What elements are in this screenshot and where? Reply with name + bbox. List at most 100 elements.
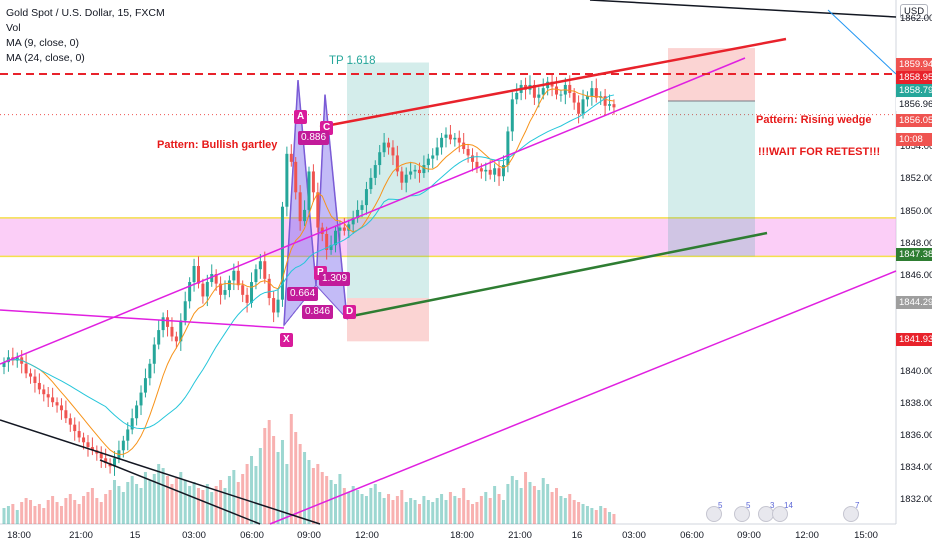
candle-body [471, 155, 475, 162]
volume-bar [599, 506, 603, 524]
candle-body [51, 397, 55, 403]
volume-bar [510, 476, 514, 524]
candle-body [126, 429, 130, 441]
candle-body [413, 169, 417, 172]
volume-bar [6, 506, 10, 524]
event-flag-icon[interactable]: 14 [772, 501, 793, 522]
volume-bar [413, 500, 417, 524]
support-zone [0, 217, 896, 257]
candle-body [311, 171, 315, 193]
volume-bar [404, 502, 408, 524]
candle-body [325, 233, 329, 250]
candle-body [90, 447, 94, 451]
candle-body [179, 320, 183, 342]
volume-bar [254, 466, 258, 524]
point-d-label: D [343, 305, 357, 319]
candle-body [174, 336, 178, 342]
candle-body [113, 458, 116, 467]
volume-bar [453, 496, 457, 524]
volume-bar [148, 480, 152, 524]
candle-body [501, 165, 505, 177]
price-tick: 1850.00 [900, 205, 932, 217]
candle-body [294, 161, 298, 193]
candle-body [391, 147, 395, 156]
volume-bar [188, 486, 192, 524]
currency-button[interactable]: USD [900, 4, 929, 19]
time-tick: 06:00 [240, 530, 264, 541]
candle-body [152, 344, 156, 364]
candle-body [608, 104, 612, 106]
wedge-upper-line [319, 37, 787, 129]
time-tick: 15 [129, 530, 141, 541]
candle-body [298, 192, 302, 222]
candle-body [360, 205, 364, 210]
legend-ma-fast: MA (9, close, 0) [6, 37, 79, 49]
candle-body [210, 274, 214, 283]
volume-bar [316, 464, 320, 524]
candle-body [280, 206, 284, 300]
volume-bar [440, 494, 444, 524]
candle-body [192, 266, 196, 283]
volume-bar [329, 480, 333, 524]
candle-body [214, 274, 218, 284]
candle-body [435, 147, 439, 156]
candle-body [148, 363, 152, 379]
volume-bar [272, 436, 276, 524]
price-tick: 1838.00 [900, 397, 932, 409]
price-tick: 1832.00 [900, 493, 932, 505]
volume-bar [90, 488, 94, 524]
candle-body [581, 99, 585, 114]
volume-bar [462, 488, 466, 524]
candle-body [382, 142, 386, 153]
volume-bar [2, 508, 6, 524]
volume-bar [192, 482, 196, 524]
candle-body [33, 376, 37, 383]
volume-bar [524, 472, 528, 524]
candle-body [241, 285, 245, 295]
volume-bar [356, 490, 360, 524]
volume-bar [152, 474, 156, 524]
ratio-label-xd: 0.846 [302, 305, 334, 319]
volume-bar [201, 490, 205, 524]
candle-body [532, 84, 536, 98]
candle-body [232, 270, 236, 281]
volume-bar [320, 472, 324, 524]
volume-bar [563, 498, 567, 524]
volume-bar [82, 496, 86, 524]
candle-body [272, 298, 276, 313]
time-tick: 18:00 [7, 530, 31, 541]
volume-bar [267, 420, 271, 524]
volume-bar [537, 490, 541, 524]
volume-bar [338, 474, 342, 524]
volume-bar [391, 500, 395, 524]
volume-bar [46, 500, 50, 524]
volume-bar [493, 486, 497, 524]
volume-bar [196, 488, 200, 524]
time-tick: 09:00 [297, 530, 321, 541]
volume-bar [245, 464, 249, 524]
volume-bar [417, 504, 421, 524]
volume-bar [29, 500, 33, 524]
point-x-label: X [280, 333, 293, 347]
volume-bar [307, 460, 311, 524]
volume-bar [15, 510, 19, 524]
volume-bar [431, 502, 435, 524]
candle-body [493, 168, 497, 175]
candle-body [585, 96, 589, 100]
volume-bar [174, 478, 178, 524]
candle-body [612, 104, 616, 108]
candle-body [316, 192, 320, 228]
candle-body [342, 227, 346, 231]
volume-bar [325, 476, 329, 524]
pattern-label-gartley: Pattern: Bullish gartley [157, 139, 278, 151]
event-flag-icon[interactable]: 7 [843, 501, 859, 522]
volume-bar [515, 480, 519, 524]
candle-body [426, 158, 430, 166]
event-flag-icon[interactable]: 5 [734, 501, 750, 522]
volume-bar [77, 504, 81, 524]
candle-body [537, 94, 541, 98]
event-flag-icon[interactable]: 5 [706, 501, 722, 522]
candle-body [417, 169, 421, 174]
candle-body [444, 134, 448, 138]
